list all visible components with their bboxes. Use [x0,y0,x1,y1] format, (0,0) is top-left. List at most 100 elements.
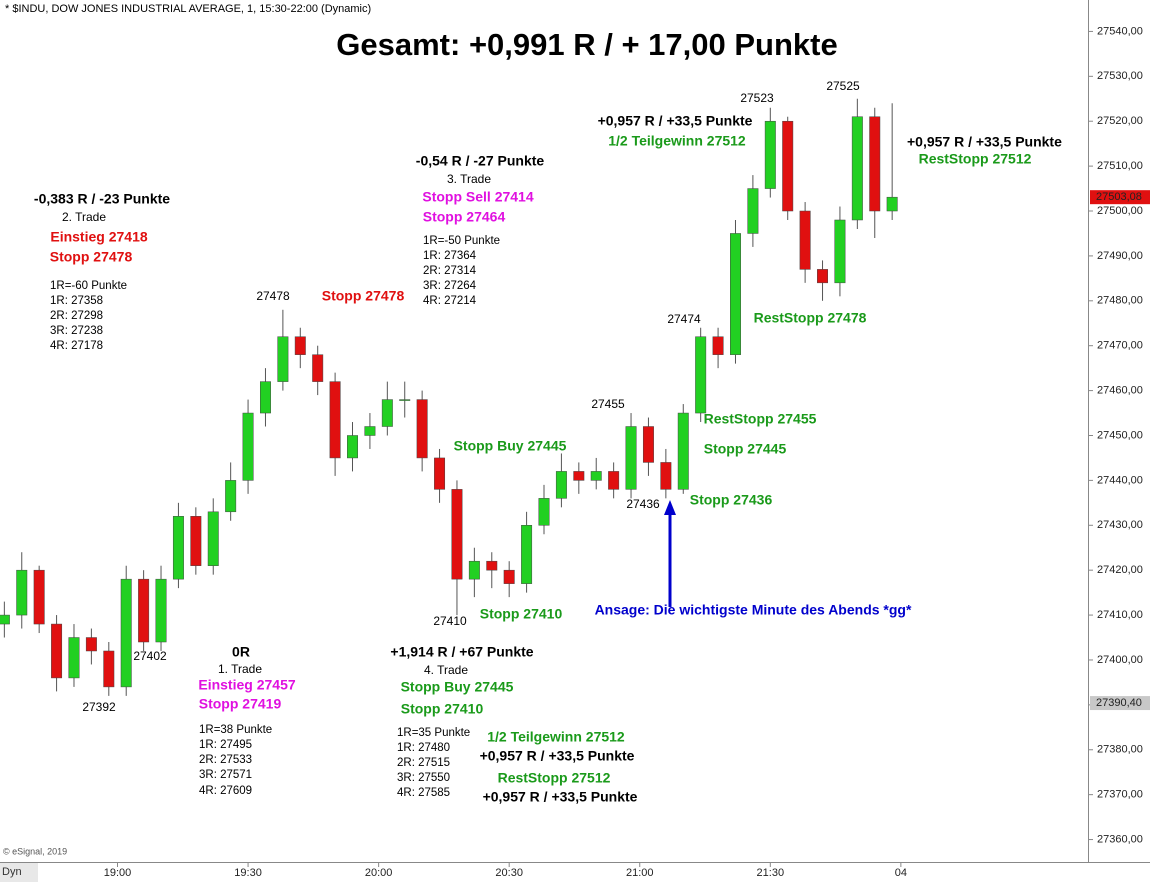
candle-body [85,637,97,652]
candle-body [312,354,324,382]
annotation: Stopp Sell 27414 [422,189,533,205]
price-marker [1090,696,1150,711]
candle-body [834,219,846,284]
y-tick-label: 27510,00 [1097,160,1143,172]
candle-body [172,516,184,580]
y-tick-label: 27400,00 [1097,654,1143,666]
annotation: RestStopp 27455 [704,411,817,427]
annotation: 27525 [826,79,860,93]
candle-body [294,336,306,355]
y-tick-label: 27360,00 [1097,833,1143,845]
annotation: Einstieg 27418 [50,229,147,245]
candle-body [51,623,63,679]
candle-body [486,560,498,571]
annotation: Stopp 27419 [199,696,282,712]
annotation: Stopp Buy 27445 [454,438,567,454]
candle-body [451,489,463,580]
candle-body [695,336,707,414]
y-tick-label: 27410,00 [1097,609,1143,621]
candle-body [677,412,689,490]
y-tick-label: 27490,00 [1097,250,1143,262]
annotation: 1/2 Teilgewinn 27512 [608,133,746,149]
candle-body [869,116,881,212]
candle-body [625,426,637,490]
candle-body [68,637,80,679]
candle-body [434,457,446,490]
corner-label: Dyn [2,866,22,878]
candle-body [782,120,794,212]
annotation: Stopp 27478 [322,288,405,304]
annotation: +0,957 R / +33,5 Punkte [907,134,1062,150]
annotation: 3R: 27238 [50,325,103,337]
annotation: 1R: 27364 [423,250,477,262]
y-tick-label: 27500,00 [1097,205,1143,217]
candle-body [608,471,620,490]
chart-subtitle: * $INDU, DOW JONES INDUSTRIAL AVERAGE, 1… [5,3,371,15]
candle-body [503,569,515,584]
annotation: 1R: 27495 [199,739,252,751]
annotation: Stopp 27410 [480,606,563,622]
annotation: Stopp Buy 27445 [401,679,514,695]
candle-body [155,578,167,643]
candle-body [277,336,289,382]
annotation: 2. Trade [62,210,106,224]
candle-body [381,399,393,427]
y-tick-label: 27370,00 [1097,789,1143,801]
x-tick-label: 20:00 [365,867,393,879]
candle-body [799,210,811,270]
annotation: 1R: 27480 [397,742,450,754]
y-tick-label: 27460,00 [1097,385,1143,397]
candle-body [851,116,863,221]
y-tick-label: 27430,00 [1097,519,1143,531]
annotation: 27478 [256,289,290,303]
annotation: Stopp 27478 [50,249,133,265]
annotation: +0,957 R / +33,5 Punkte [483,789,638,805]
y-tick-label: 27470,00 [1097,340,1143,352]
annotation: 1. Trade [218,662,262,676]
annotation: 27410 [433,614,467,628]
annotation: 2R: 27533 [199,754,252,766]
x-tick-label: 20:30 [495,867,523,879]
annotation: RestStopp 27478 [754,310,867,326]
candle-body [468,560,480,580]
annotation: 3R: 27550 [397,772,450,784]
annotation: 4R: 27609 [199,785,252,797]
annotation: +1,914 R / +67 Punkte [390,644,533,660]
annotation: 27455 [591,397,625,411]
candle-body [329,381,341,459]
price-marker-label: 27503,08 [1096,191,1142,203]
y-tick-label: 27480,00 [1097,295,1143,307]
y-tick-label: 27520,00 [1097,115,1143,127]
annotation: Stopp 27410 [401,701,484,717]
credit: © eSignal, 2019 [3,846,67,856]
y-tick-label: 27440,00 [1097,474,1143,486]
annotation: 1R=35 Punkte [397,727,470,739]
annotation: Stopp 27445 [704,441,787,457]
annotation: 27474 [667,312,701,326]
candle-body [347,435,358,459]
annotation: Ansage: Die wichtigste Minute des Abends… [595,602,912,618]
candle-body [16,569,28,616]
annotation: RestStopp 27512 [498,770,611,786]
annotation: 3R: 27264 [423,280,477,292]
annotation: 2R: 27314 [423,265,477,277]
x-tick-label: 04 [895,867,907,879]
annotation: -0,383 R / -23 Punkte [34,191,170,207]
annotation: 27523 [740,91,774,105]
annotation: 1R=38 Punkte [199,724,272,736]
annotation: 1/2 Teilgewinn 27512 [487,729,625,745]
candle-body [521,525,533,584]
annotation: +0,957 R / +33,5 Punkte [480,748,635,764]
price-marker [1090,190,1150,205]
x-tick-label: 21:30 [757,867,785,879]
arrow-head [664,500,676,515]
price-marker-label: 27390,40 [1096,697,1142,709]
candle-body [190,516,202,566]
candle-body [225,480,237,513]
candle-body [660,462,672,490]
annotation: 0R [232,644,250,660]
candle-body [0,614,10,625]
annotation: Einstieg 27457 [198,677,295,693]
y-tick-label: 27420,00 [1097,564,1143,576]
